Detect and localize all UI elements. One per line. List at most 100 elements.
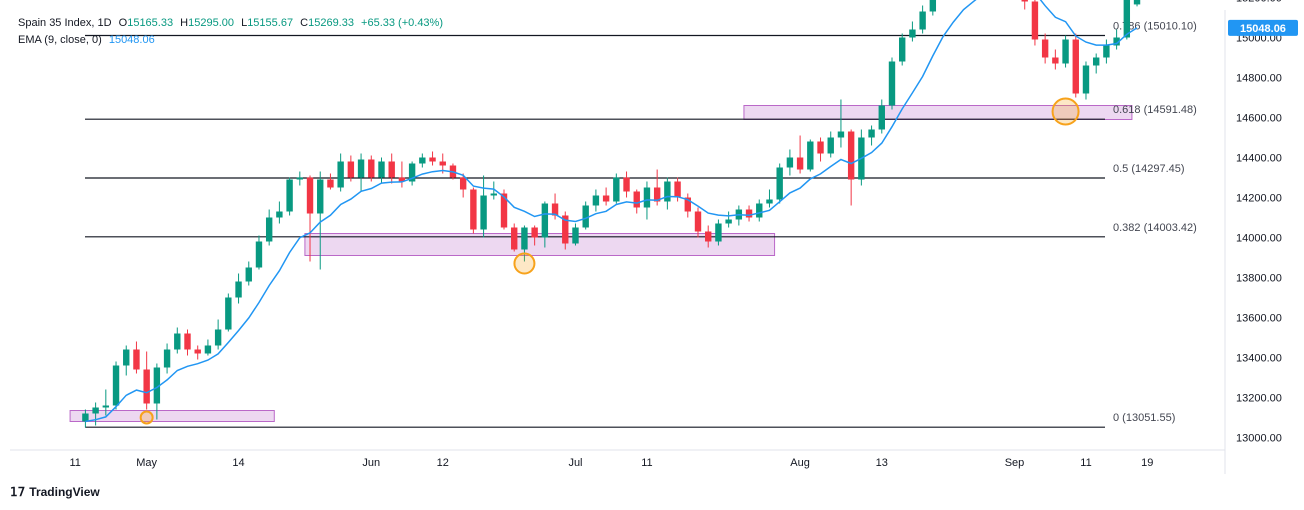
ema-price-badge: [1228, 19, 1298, 36]
candle-body: [623, 177, 630, 192]
candle-body: [388, 161, 395, 178]
fib-level-label: 0 (13051.55): [1113, 412, 1175, 424]
candle-body: [225, 297, 232, 330]
candle-body: [674, 181, 681, 198]
candle-body: [1062, 39, 1069, 64]
candle-body: [480, 195, 487, 230]
candle-body: [602, 195, 610, 202]
y-tick-label: 13000.00: [1236, 433, 1282, 445]
candle-body: [643, 187, 651, 208]
candle-body: [694, 211, 702, 232]
y-tick-label: 14000.00: [1236, 233, 1282, 245]
candle-body: [541, 203, 549, 238]
candle-body: [929, 0, 937, 12]
candle-body: [796, 157, 804, 170]
candle-body: [143, 369, 150, 404]
x-tick-label: 11: [69, 457, 80, 469]
candle-body: [235, 281, 242, 298]
candle-body: [92, 407, 99, 414]
highlight-circle: [1051, 97, 1080, 126]
candle-body: [357, 159, 365, 178]
candle-body: [888, 61, 896, 106]
open-label: O15165.33: [118, 17, 174, 29]
candle-body: [245, 267, 252, 282]
candle-body: [899, 37, 906, 62]
fib-level-label: 0.382 (14003.42): [1113, 222, 1197, 234]
x-tick-label: Aug: [790, 457, 810, 469]
candle-body: [562, 215, 569, 244]
candle-body: [837, 131, 845, 138]
candle-body: [1133, 0, 1141, 5]
candle-body: [419, 157, 426, 164]
x-tick-label: 11: [641, 457, 652, 469]
candle-body: [214, 329, 222, 346]
y-tick-label: 13800.00: [1236, 273, 1282, 285]
candle-body: [745, 209, 753, 218]
candle-body: [878, 105, 885, 130]
candle-body: [255, 241, 263, 268]
candle-body: [1103, 45, 1110, 58]
candle-body: [102, 405, 110, 408]
x-tick-label: 19: [1141, 457, 1153, 469]
candle-body: [306, 177, 314, 214]
candle-body: [705, 231, 712, 242]
ema-price-label: 15048.06: [1240, 23, 1286, 35]
candle-body: [296, 177, 304, 180]
change-label: +65.33 (+0.43%): [361, 17, 443, 29]
candle-body: [664, 181, 671, 202]
candle-body: [1123, 0, 1131, 38]
ema-legend: EMA (9, close, 0) 15048.06: [18, 34, 159, 46]
candle-body: [1072, 39, 1079, 94]
fib-level-label: 0.5 (14297.45): [1113, 163, 1185, 175]
candle-body: [408, 163, 416, 182]
symbol-label: Spain 35 Index, 1D: [18, 17, 112, 29]
candle-body: [1092, 57, 1100, 66]
candle-body: [582, 205, 589, 228]
candle-body: [847, 131, 855, 180]
candle-body: [429, 157, 436, 162]
y-tick-label: 13600.00: [1236, 313, 1282, 325]
candle-body: [766, 199, 773, 204]
tradingview-logo[interactable]: 𝟣𝟩 TradingView: [10, 485, 100, 499]
support-zone: [69, 410, 275, 422]
low-label: L15155.67: [241, 17, 294, 29]
candle-body: [174, 333, 181, 350]
candle-body: [572, 227, 579, 244]
candle-body: [756, 203, 763, 218]
x-tick-label: Jul: [568, 457, 582, 469]
candle-body: [592, 195, 600, 206]
y-tick-label: 14200.00: [1236, 193, 1282, 205]
ohlc-legend: Spain 35 Index, 1D O15165.33 H15295.00 L…: [18, 17, 447, 29]
candle-body: [265, 217, 273, 242]
support-zone: [304, 233, 776, 256]
candle-body: [1082, 65, 1090, 94]
candle-body: [378, 161, 385, 178]
candle-body: [327, 179, 334, 188]
candle-body: [776, 167, 783, 200]
candle-body: [337, 161, 344, 188]
candle-body: [786, 157, 794, 168]
candle-body: [613, 177, 620, 202]
candle-body: [827, 137, 834, 154]
candle-body: [184, 333, 191, 350]
y-tick-label: 14400.00: [1236, 153, 1282, 165]
candle-body: [817, 141, 824, 154]
y-tick-label: 13400.00: [1236, 353, 1282, 365]
x-tick-label: Jun: [362, 457, 380, 469]
candle-body: [163, 349, 171, 368]
highlight-circle: [139, 410, 154, 425]
candle-body: [715, 223, 722, 242]
candle-body: [919, 11, 926, 30]
candle-body: [398, 177, 406, 182]
candle-body: [153, 367, 161, 404]
candle-body: [204, 345, 212, 354]
candle-body: [531, 227, 538, 238]
x-tick-label: 13: [876, 457, 888, 469]
ema-line: [85, 0, 1138, 423]
y-tick-label: 14800.00: [1236, 73, 1282, 85]
tradingview-icon: 𝟣𝟩: [10, 485, 26, 499]
x-tick-label: 14: [232, 457, 244, 469]
x-tick-label: 11: [1080, 457, 1091, 469]
ema-name: EMA (9, close, 0): [18, 34, 102, 46]
